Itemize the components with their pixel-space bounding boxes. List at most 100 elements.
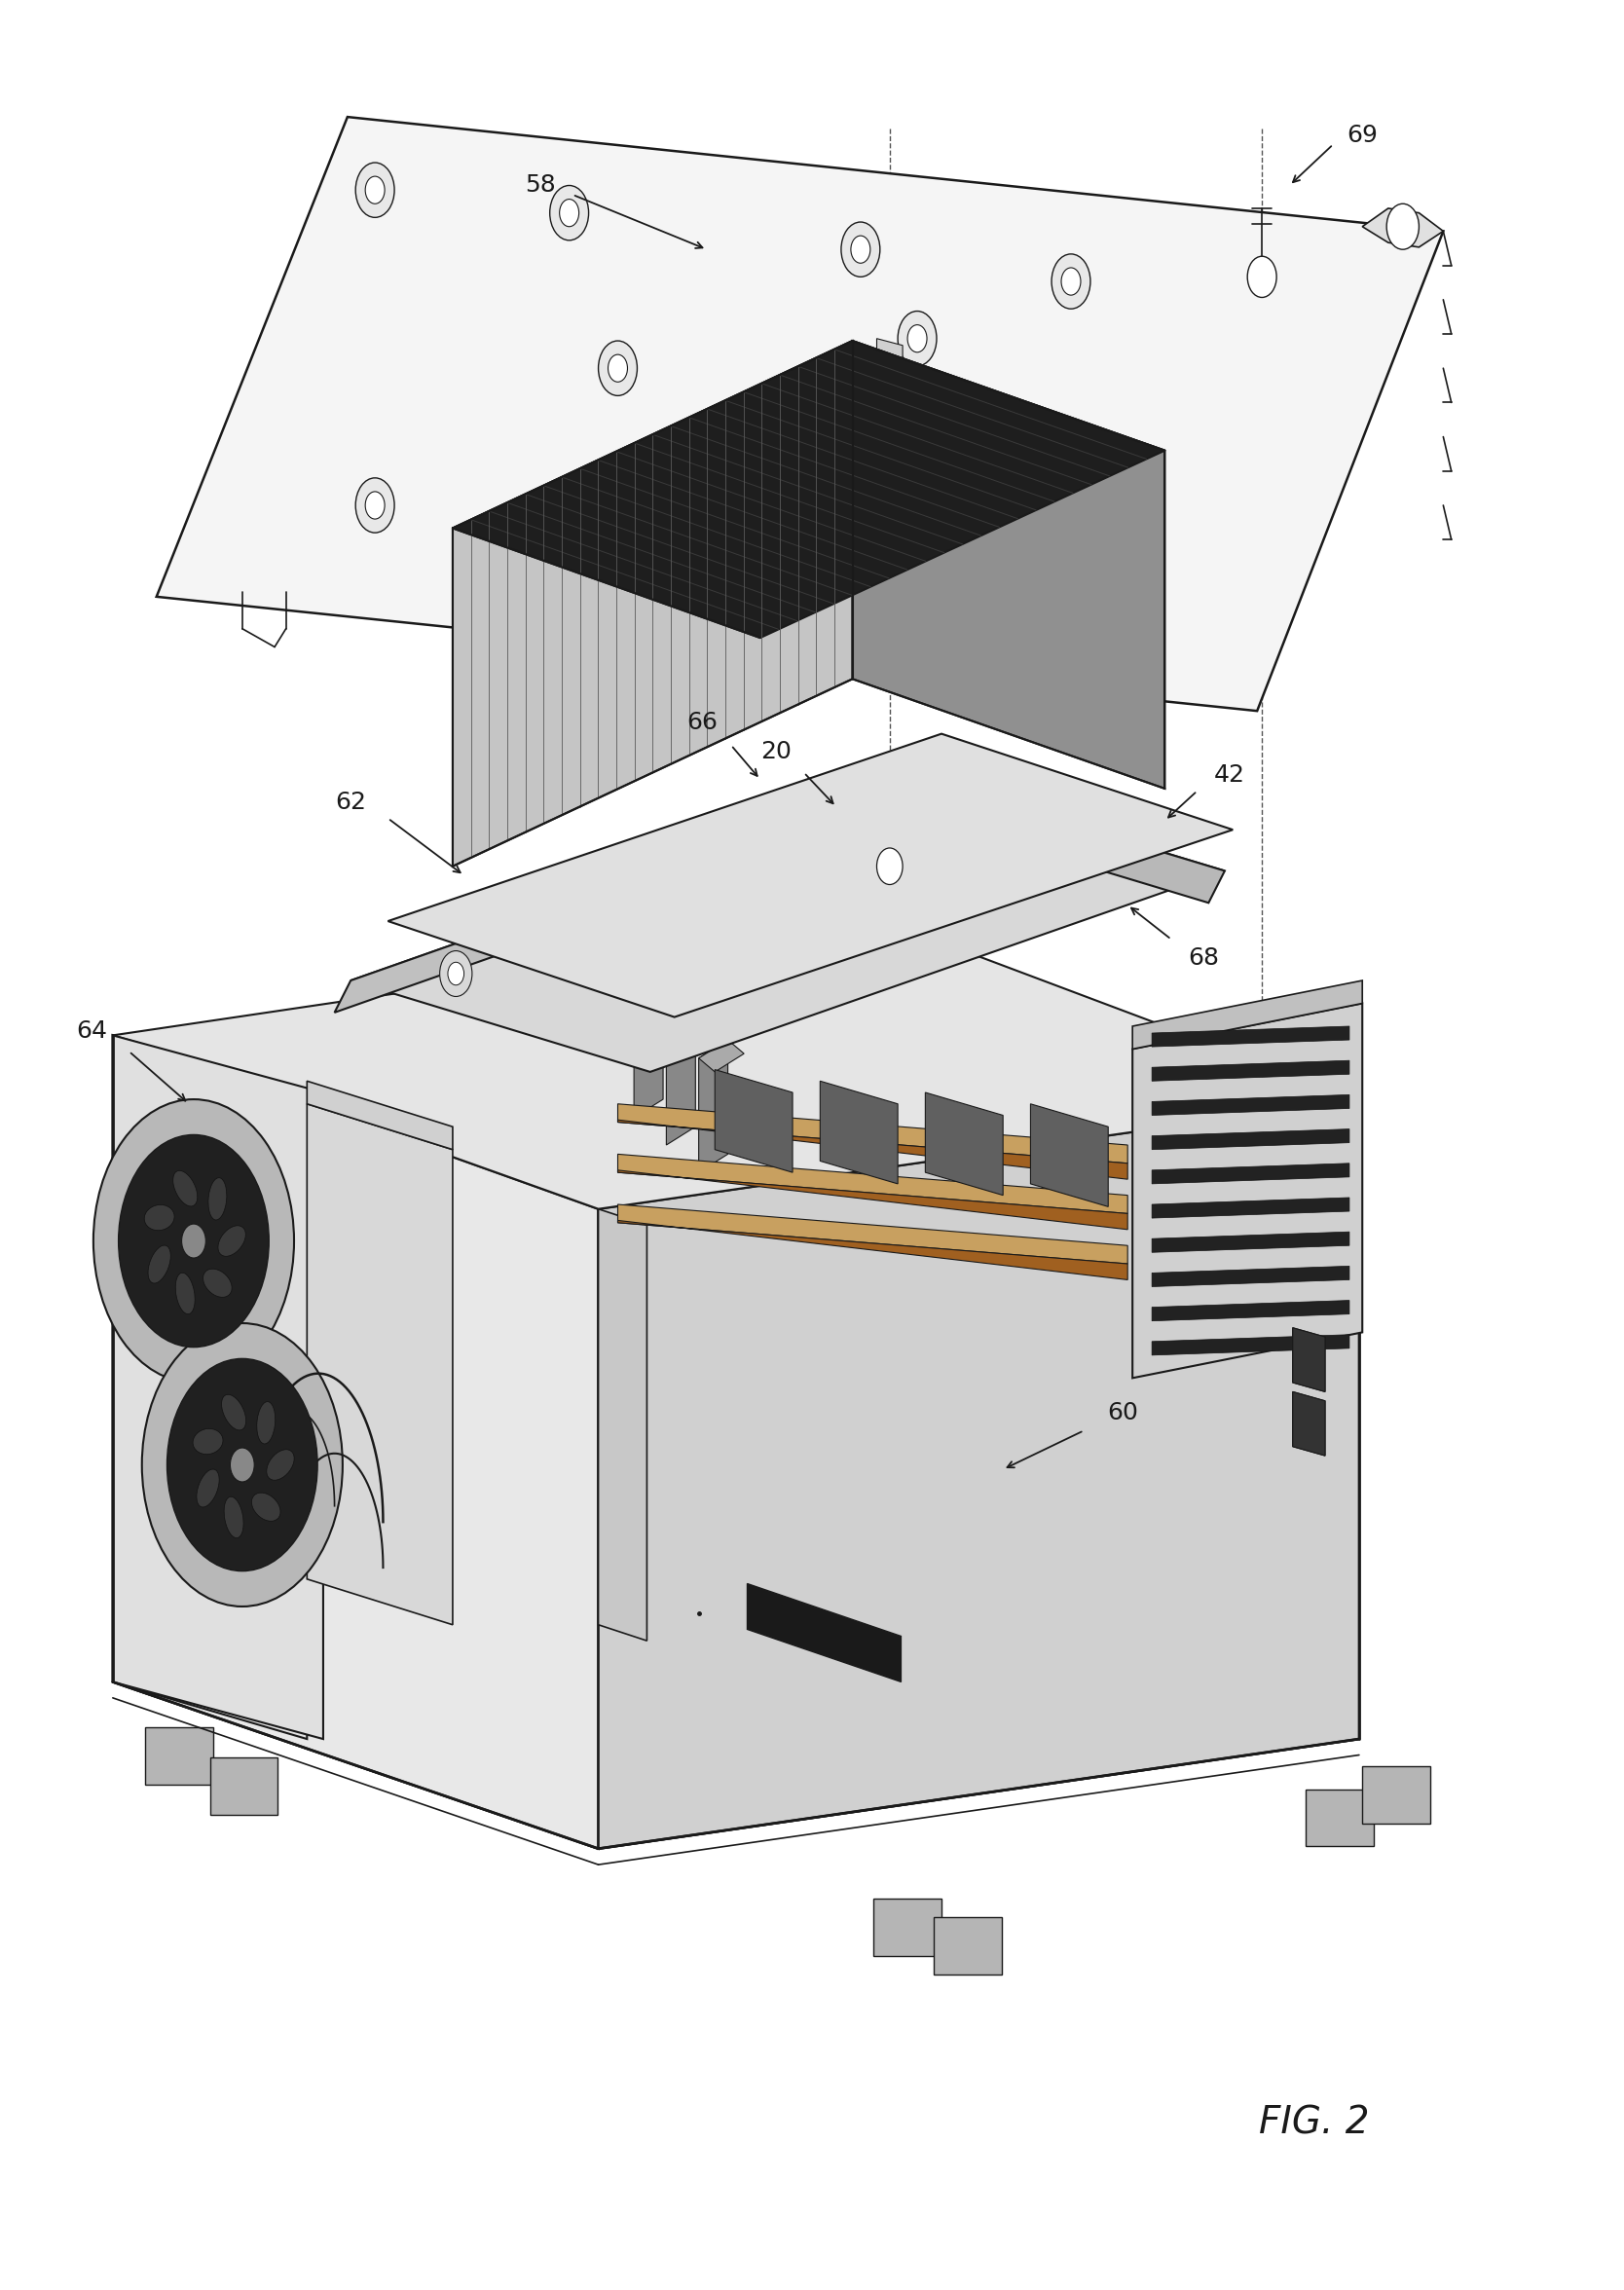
Polygon shape: [112, 1035, 323, 1738]
Circle shape: [93, 1099, 294, 1383]
Polygon shape: [453, 341, 1164, 639]
Ellipse shape: [252, 1493, 281, 1521]
Polygon shape: [906, 779, 1224, 902]
Circle shape: [231, 1447, 255, 1482]
Circle shape: [442, 900, 471, 941]
Polygon shape: [307, 1081, 453, 1150]
Polygon shape: [934, 1917, 1002, 1974]
Polygon shape: [307, 1104, 453, 1626]
Ellipse shape: [175, 1273, 195, 1314]
Polygon shape: [112, 1576, 1359, 1848]
Polygon shape: [1132, 980, 1363, 1049]
Circle shape: [607, 355, 627, 382]
Text: 60: 60: [1108, 1401, 1138, 1424]
Ellipse shape: [174, 1170, 198, 1207]
Circle shape: [167, 1358, 318, 1571]
Polygon shape: [1151, 1232, 1350, 1253]
Polygon shape: [666, 1012, 695, 1145]
Circle shape: [851, 236, 870, 263]
Polygon shape: [453, 341, 853, 866]
Polygon shape: [112, 921, 1359, 1209]
Circle shape: [440, 950, 473, 996]
Text: 64: 64: [76, 1019, 107, 1042]
Circle shape: [786, 447, 806, 474]
Ellipse shape: [266, 1450, 294, 1479]
Circle shape: [365, 176, 385, 204]
Circle shape: [182, 1223, 206, 1257]
Polygon shape: [1132, 1003, 1363, 1379]
Ellipse shape: [193, 1429, 222, 1454]
Polygon shape: [1151, 1198, 1350, 1218]
Circle shape: [898, 311, 937, 366]
Circle shape: [356, 163, 395, 218]
Polygon shape: [156, 117, 1444, 710]
Circle shape: [908, 325, 927, 353]
Circle shape: [560, 199, 578, 227]
Polygon shape: [1151, 1026, 1350, 1047]
Text: 66: 66: [687, 710, 718, 735]
Ellipse shape: [257, 1401, 274, 1445]
Text: 42: 42: [1215, 763, 1246, 785]
Polygon shape: [715, 1069, 793, 1172]
Polygon shape: [1293, 1328, 1325, 1392]
Polygon shape: [388, 733, 1233, 1017]
Polygon shape: [145, 1727, 213, 1784]
Polygon shape: [633, 985, 679, 1017]
Text: 20: 20: [762, 740, 793, 765]
Circle shape: [776, 433, 815, 488]
Polygon shape: [617, 1205, 1127, 1264]
Text: 58: 58: [525, 174, 555, 197]
Polygon shape: [926, 1092, 1004, 1195]
Polygon shape: [598, 1099, 1359, 1848]
Circle shape: [877, 847, 903, 884]
Circle shape: [598, 341, 637, 396]
Text: 69: 69: [1346, 124, 1377, 147]
Polygon shape: [617, 1120, 1127, 1179]
Polygon shape: [1293, 1392, 1325, 1456]
Polygon shape: [820, 1081, 898, 1184]
Polygon shape: [1031, 1104, 1108, 1207]
Polygon shape: [112, 1035, 598, 1848]
Polygon shape: [617, 1104, 1127, 1163]
Polygon shape: [877, 339, 903, 364]
Circle shape: [1387, 204, 1419, 250]
Text: 68: 68: [1189, 946, 1220, 969]
Circle shape: [141, 1324, 343, 1608]
Circle shape: [841, 222, 880, 277]
Polygon shape: [633, 985, 663, 1118]
Polygon shape: [1293, 1392, 1325, 1456]
Ellipse shape: [218, 1225, 245, 1257]
Polygon shape: [112, 1035, 307, 1738]
Circle shape: [1052, 254, 1090, 309]
Polygon shape: [698, 1040, 744, 1072]
Circle shape: [551, 185, 588, 240]
Polygon shape: [666, 1012, 711, 1044]
Polygon shape: [747, 1585, 901, 1681]
Polygon shape: [617, 1170, 1127, 1230]
Ellipse shape: [203, 1269, 232, 1296]
Polygon shape: [598, 1209, 646, 1640]
Circle shape: [448, 962, 464, 985]
Polygon shape: [853, 341, 1164, 788]
Polygon shape: [617, 1221, 1127, 1280]
Polygon shape: [1151, 1266, 1350, 1287]
Circle shape: [1039, 836, 1070, 882]
Ellipse shape: [221, 1395, 245, 1431]
Ellipse shape: [145, 1205, 174, 1230]
Ellipse shape: [148, 1246, 171, 1282]
Ellipse shape: [197, 1470, 219, 1507]
Polygon shape: [1293, 1328, 1325, 1392]
Text: FIG. 2: FIG. 2: [1259, 2105, 1369, 2141]
Polygon shape: [874, 1898, 942, 1956]
Polygon shape: [1151, 1163, 1350, 1184]
Polygon shape: [1151, 1060, 1350, 1081]
Polygon shape: [1363, 208, 1444, 247]
Polygon shape: [617, 1154, 1127, 1214]
Polygon shape: [335, 779, 922, 1012]
Circle shape: [365, 492, 385, 520]
Polygon shape: [1151, 1129, 1350, 1150]
Polygon shape: [1363, 1766, 1431, 1823]
Circle shape: [1247, 256, 1276, 298]
Polygon shape: [209, 1756, 278, 1814]
Ellipse shape: [224, 1498, 244, 1539]
